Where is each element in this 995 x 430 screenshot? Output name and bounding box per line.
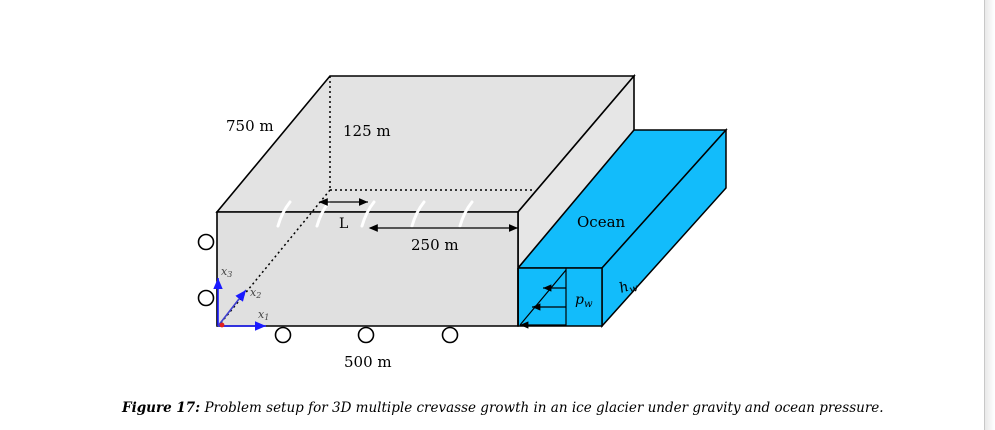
figure-caption: Figure 17: Problem setup for 3D multiple… — [122, 400, 884, 416]
crevasses — [276, 200, 474, 228]
spacing-label: L — [339, 216, 348, 232]
axis-origin — [219, 322, 225, 328]
hidden-edges — [219, 76, 535, 325]
water-pressure-arrows — [519, 269, 567, 329]
pressure-gradient-line — [519, 269, 567, 326]
roller-bottom-3 — [441, 326, 459, 344]
figure-label: Figure 17: — [122, 400, 201, 416]
axis-x2 — [217, 289, 247, 327]
crevasse-3 — [360, 200, 376, 228]
water-pressure-label: pw — [575, 292, 593, 310]
page-edge-rule — [984, 0, 985, 430]
ice-block — [215, 73, 636, 327]
height-label: 125 m — [343, 122, 391, 140]
crevasse-1 — [276, 200, 292, 228]
roller-left-top — [197, 233, 215, 251]
axis-x1-label: x1 — [258, 308, 269, 322]
length-label: 500 m — [344, 353, 392, 371]
roller-bottom-1 — [274, 326, 292, 344]
offset-label: 250 m — [411, 236, 459, 254]
axis-x2-label: x2 — [250, 286, 261, 300]
roller-bottom-2 — [357, 326, 375, 344]
page-edge-shadow — [985, 0, 995, 430]
coordinate-axes — [213, 278, 266, 331]
ocean-label: Ocean — [577, 213, 626, 231]
roller-left-bottom — [197, 289, 215, 307]
depth-label: 750 m — [226, 117, 274, 135]
roller-supports — [197, 233, 459, 344]
crevasse-4 — [410, 200, 426, 228]
hidden-edge-depth — [219, 189, 331, 325]
ocean-block — [516, 128, 728, 328]
axis-x3-label: x3 — [221, 265, 232, 279]
caption-text: Problem setup for 3D multiple crevasse g… — [204, 400, 884, 416]
crevasse-5 — [458, 200, 474, 228]
